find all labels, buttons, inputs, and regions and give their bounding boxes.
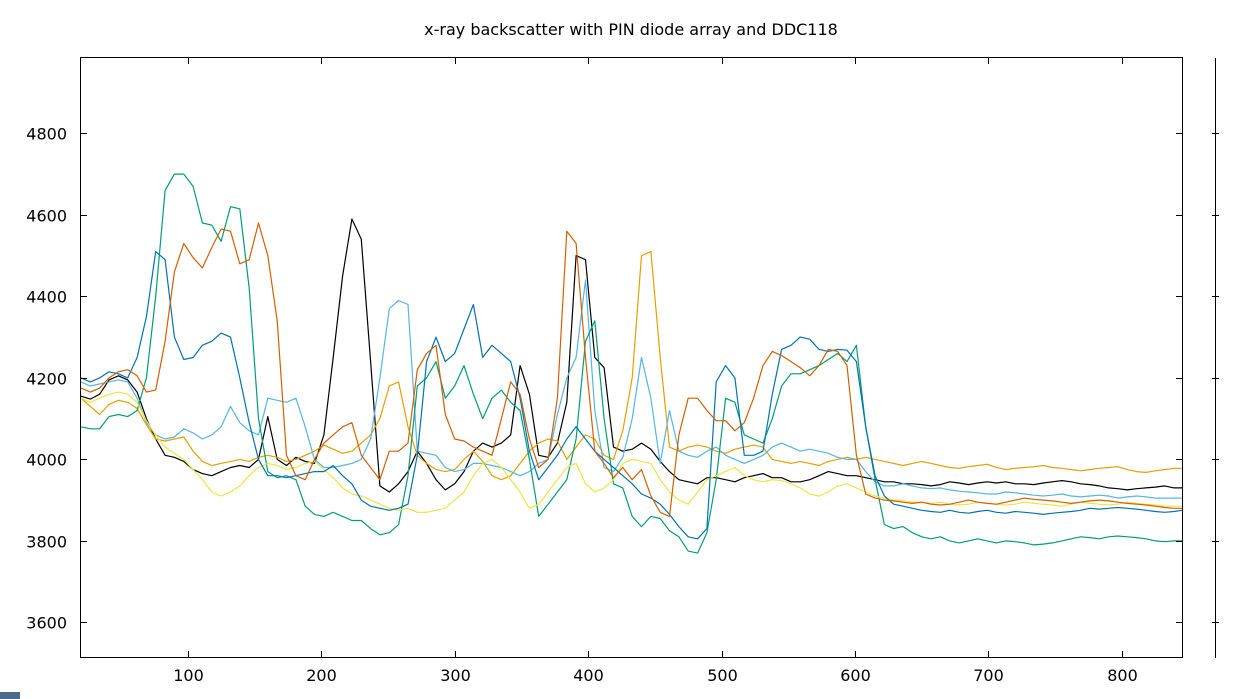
series-layer [80, 173, 1183, 554]
y-tick-label: 4400 [26, 288, 67, 307]
series-line-2 [80, 251, 1182, 481]
y-tick-label: 4600 [26, 207, 67, 226]
y-tick-label: 3800 [26, 533, 67, 552]
series-line-7 [80, 222, 1182, 518]
x-tick-label: 400 [573, 666, 604, 685]
plot-frame [80, 57, 1183, 658]
x-tick-label: 200 [306, 666, 337, 685]
right-axis-ticks [1212, 133, 1219, 623]
series-line-1 [80, 218, 1182, 493]
x-tick-label: 800 [1107, 666, 1138, 685]
y-tick-label: 4800 [26, 125, 67, 144]
x-tick-label: 500 [707, 666, 738, 685]
y-tick-label: 4200 [26, 370, 67, 389]
series-line-6 [80, 251, 1183, 540]
window-corner-mark [0, 692, 20, 699]
chart-title: x-ray backscatter with PIN diode array a… [424, 20, 838, 39]
x-tick-label: 100 [173, 666, 204, 685]
series-line-5 [80, 391, 1182, 513]
tick-layer: 100 200 300 400 500 600 700 800 3600 3800 4000 4200… [26, 58, 1182, 685]
x-tick-label: 300 [440, 666, 471, 685]
series-line-3 [80, 279, 1182, 499]
x-tick-label: 700 [973, 666, 1004, 685]
x-tick-label: 600 [840, 666, 871, 685]
series-line-4 [80, 173, 1182, 554]
y-tick-label: 4000 [26, 451, 67, 470]
y-tick-label: 3600 [26, 614, 67, 633]
